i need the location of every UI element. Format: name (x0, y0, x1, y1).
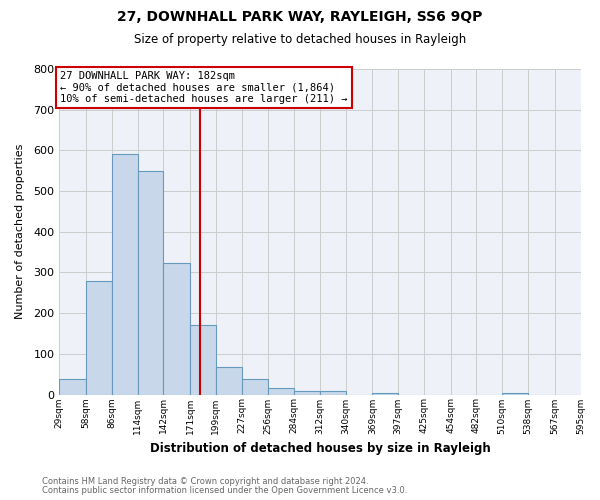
Bar (216, 368, 242, 394)
Bar (294, 392, 320, 394)
Y-axis label: Number of detached properties: Number of detached properties (15, 144, 25, 320)
Bar (59, 379, 86, 394)
Bar (268, 388, 294, 394)
Text: 27 DOWNHALL PARK WAY: 182sqm
← 90% of detached houses are smaller (1,864)
10% of: 27 DOWNHALL PARK WAY: 182sqm ← 90% of de… (60, 71, 348, 104)
Bar (137, 170, 163, 394)
X-axis label: Distribution of detached houses by size in Rayleigh: Distribution of detached houses by size … (149, 442, 490, 455)
Text: 27, DOWNHALL PARK WAY, RAYLEIGH, SS6 9QP: 27, DOWNHALL PARK WAY, RAYLEIGH, SS6 9QP (118, 10, 482, 24)
Bar (190, 326, 216, 394)
Bar (320, 392, 346, 394)
Text: Size of property relative to detached houses in Rayleigh: Size of property relative to detached ho… (134, 32, 466, 46)
Bar (242, 379, 268, 394)
Text: Contains public sector information licensed under the Open Government Licence v3: Contains public sector information licen… (42, 486, 407, 495)
Bar (163, 264, 190, 394)
Bar (86, 282, 112, 395)
Text: Contains HM Land Registry data © Crown copyright and database right 2024.: Contains HM Land Registry data © Crown c… (42, 477, 368, 486)
Bar (112, 154, 137, 394)
